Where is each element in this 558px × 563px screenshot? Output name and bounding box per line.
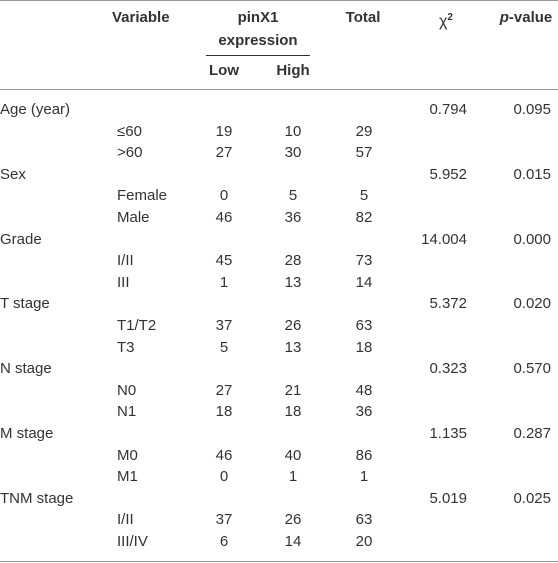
- cell: 63: [355, 317, 373, 334]
- cell: 86: [355, 446, 373, 464]
- cell: 0: [219, 187, 229, 205]
- header-cell: p-value: [500, 9, 553, 27]
- cell: 40: [284, 446, 302, 464]
- cell: 0.025: [513, 489, 551, 507]
- cell: 45: [215, 252, 233, 270]
- cell: 48: [355, 381, 373, 399]
- cell: 13: [284, 338, 302, 356]
- cell: T1/T2: [117, 317, 157, 334]
- cell: 5.019: [429, 489, 467, 507]
- cell: 10: [284, 122, 302, 140]
- cell: 27: [215, 381, 233, 399]
- cell: 13: [284, 273, 302, 291]
- cell: 82: [355, 209, 373, 226]
- cell: III: [117, 273, 130, 291]
- cell: 1: [219, 273, 229, 291]
- cell: 0.000: [513, 230, 551, 248]
- cell: 46: [215, 446, 233, 464]
- rule: [0, 0, 558, 1]
- cell: 1: [359, 468, 369, 486]
- cell: 18: [215, 403, 233, 421]
- cell: I/II: [117, 511, 134, 529]
- cell: 0.323: [429, 360, 467, 378]
- cell: 0.794: [429, 101, 467, 118]
- cell: Male: [117, 209, 150, 226]
- cell: Grade: [0, 230, 42, 248]
- p-rest: -value: [508, 9, 553, 26]
- cell: 37: [215, 317, 233, 334]
- cell: 19: [215, 122, 233, 140]
- cell: Age (year): [0, 101, 71, 118]
- cell: 21: [284, 381, 302, 399]
- cell: 46: [215, 209, 233, 226]
- cell: 26: [284, 511, 302, 529]
- cell: 63: [355, 511, 373, 529]
- cell: T3: [117, 338, 135, 356]
- header-cell: χ2: [439, 9, 453, 31]
- header-cell: Variable: [112, 9, 170, 26]
- cell: 5: [288, 187, 298, 205]
- p-italic: p: [499, 9, 509, 26]
- cell: 18: [284, 403, 302, 421]
- cell: 0.287: [513, 425, 551, 442]
- cell: ≤60: [117, 122, 142, 140]
- cell: M0: [117, 446, 138, 464]
- cell: 0: [219, 468, 229, 486]
- cell: M stage: [0, 425, 54, 442]
- cell: 0.570: [513, 360, 551, 378]
- cell: 1.135: [429, 425, 467, 442]
- cell: 36: [355, 403, 373, 421]
- cell: M1: [117, 468, 138, 486]
- cell: 73: [355, 252, 373, 270]
- cell: 5.952: [429, 165, 467, 183]
- cell: N0: [117, 381, 137, 399]
- chi-symbol: χ: [439, 13, 448, 31]
- cell: 28: [284, 252, 302, 270]
- cell: 57: [355, 144, 373, 162]
- cell: 0.020: [513, 295, 551, 313]
- rule: [0, 89, 558, 90]
- rule: [0, 561, 558, 562]
- cell: 36: [284, 209, 302, 226]
- cell: TNM stage: [0, 489, 74, 507]
- cell: 5: [359, 187, 369, 205]
- cell: 14: [355, 273, 373, 291]
- cell: 0.015: [513, 165, 551, 183]
- cell: 6: [219, 533, 229, 550]
- cell: 0.095: [513, 101, 551, 118]
- header-cell: High: [276, 62, 310, 79]
- header-cell: Low: [209, 62, 239, 79]
- cell: 14.004: [421, 230, 467, 248]
- chi-sup: 2: [447, 11, 453, 23]
- cell: 30: [284, 144, 302, 162]
- cell: 26: [284, 317, 302, 334]
- cell: 27: [215, 144, 233, 162]
- cell: 14: [284, 533, 302, 550]
- cell: Female: [117, 187, 168, 205]
- cell: 5.372: [429, 295, 467, 313]
- cell: I/II: [117, 252, 134, 270]
- cell: 18: [355, 338, 373, 356]
- cell: 20: [355, 533, 373, 550]
- cell: N stage: [0, 360, 52, 378]
- header-cell: pinX1 expression: [218, 9, 298, 49]
- cell: III/IV: [117, 533, 148, 550]
- cell: 1: [288, 468, 298, 486]
- cell: N1: [117, 403, 137, 421]
- cell: Sex: [0, 165, 26, 183]
- cell: >60: [117, 144, 143, 162]
- header-cell: Total: [345, 9, 381, 26]
- cell: 37: [215, 511, 233, 529]
- cell: 29: [355, 122, 373, 140]
- cell: 5: [219, 338, 229, 356]
- rule: [206, 55, 310, 56]
- cell: T stage: [0, 295, 50, 313]
